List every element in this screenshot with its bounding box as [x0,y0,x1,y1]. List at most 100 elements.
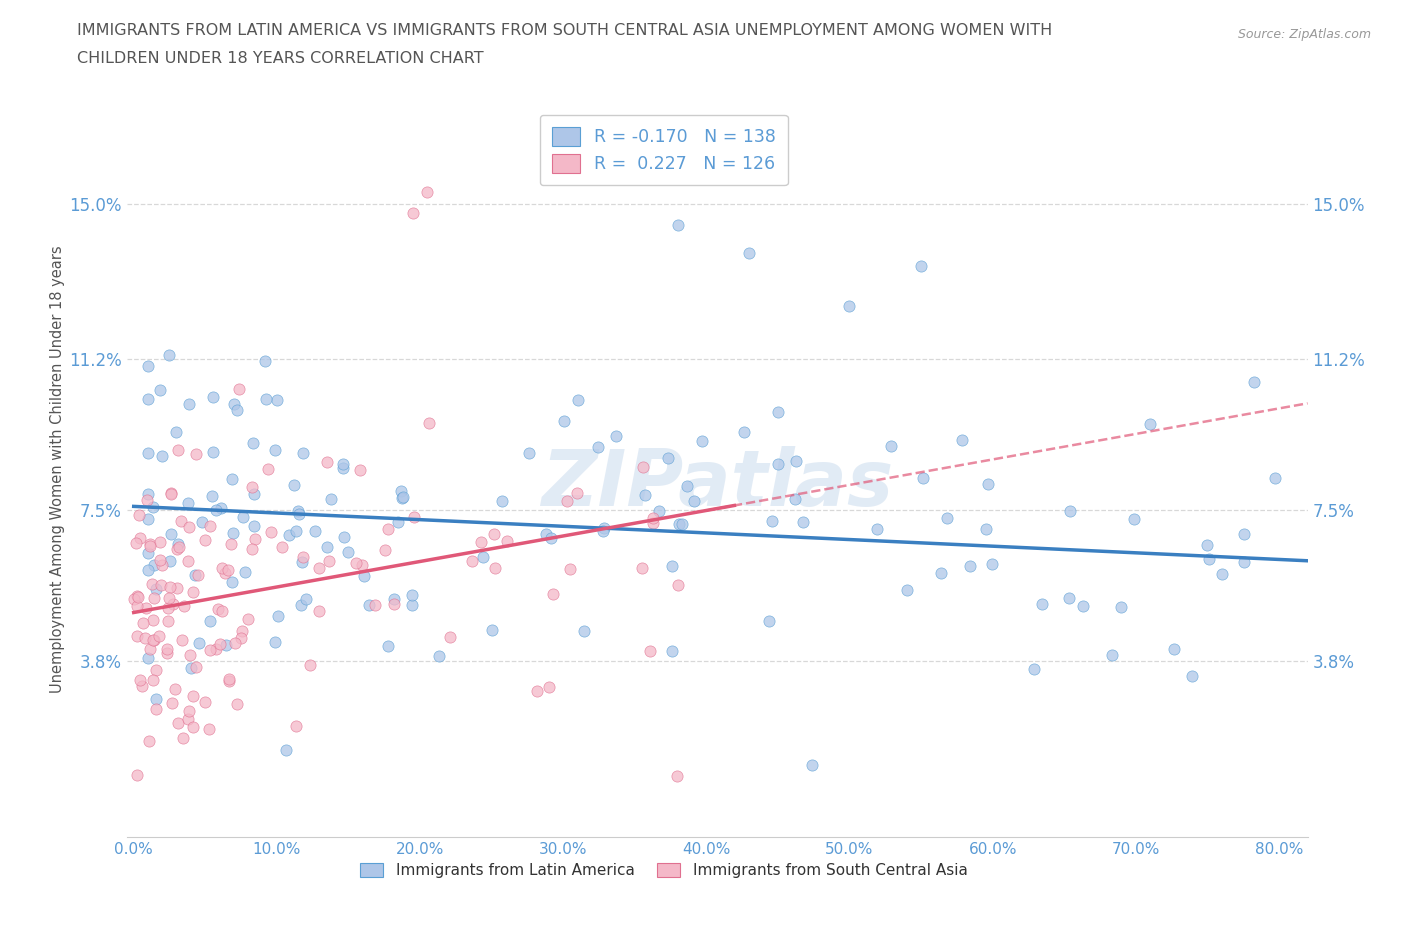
Point [291,445,314,460]
Point [198,722,221,737]
Point [491,494,513,509]
Point [1057,591,1080,605]
Point [308,561,330,576]
Point [142,499,165,514]
Point [167,716,190,731]
Point [170,632,193,647]
Point [880,438,903,453]
Point [666,218,689,232]
Point [558,562,581,577]
Point [472,549,495,564]
Point [215,637,238,652]
Point [1264,471,1286,485]
Point [517,445,540,460]
Point [401,587,423,602]
Point [145,662,167,677]
Point [211,561,233,576]
Point [416,185,439,200]
Point [671,517,693,532]
Point [167,537,190,551]
Point [392,490,415,505]
Point [207,602,229,617]
Point [631,460,654,475]
Point [470,535,492,550]
Point [574,624,596,639]
Point [141,672,163,687]
Point [641,515,664,530]
Point [283,477,305,492]
Point [177,704,200,719]
Point [911,471,934,485]
Point [271,540,294,555]
Point [540,531,562,546]
Point [332,460,354,475]
Point [391,490,413,505]
Point [481,623,503,638]
Point [460,554,482,569]
Point [181,720,204,735]
Point [690,433,713,448]
Point [184,659,207,674]
Point [165,682,187,697]
Point [427,649,450,664]
Point [266,392,288,407]
Point [641,511,664,525]
Point [138,734,160,749]
Point [534,526,557,541]
Point [661,558,683,573]
Point [1163,642,1185,657]
Point [128,530,150,545]
Point [219,537,242,551]
Point [666,578,689,592]
Point [593,521,616,536]
Point [150,448,173,463]
Point [291,550,314,565]
Point [1139,417,1161,432]
Point [218,671,240,686]
Point [290,598,312,613]
Y-axis label: Unemployment Among Women with Children Under 18 years: Unemployment Among Women with Children U… [51,246,65,694]
Point [256,461,278,476]
Point [201,389,224,404]
Point [364,598,387,613]
Point [201,488,224,503]
Point [418,416,440,431]
Point [318,554,340,569]
Point [132,616,155,631]
Point [526,684,548,698]
Point [977,477,1000,492]
Point [1109,600,1132,615]
Point [125,628,148,643]
Point [187,567,209,582]
Point [1031,596,1053,611]
Point [785,454,807,469]
Point [136,359,159,374]
Point [181,584,204,599]
Point [131,679,153,694]
Point [232,510,254,525]
Point [482,526,505,541]
Point [157,591,180,605]
Point [141,577,163,591]
Point [936,511,959,525]
Point [198,643,221,658]
Point [136,545,159,560]
Point [179,648,201,663]
Point [352,558,374,573]
Point [125,536,148,551]
Point [145,692,167,707]
Point [157,347,180,362]
Point [136,563,159,578]
Point [180,660,202,675]
Point [648,504,671,519]
Point [167,442,190,457]
Legend: Immigrants from Latin America, Immigrants from South Central Asia: Immigrants from Latin America, Immigrant… [354,857,973,884]
Point [160,527,183,542]
Point [253,353,276,368]
Point [142,612,165,627]
Point [165,424,187,439]
Point [402,206,425,220]
Point [1233,554,1256,569]
Point [236,612,259,627]
Point [149,382,172,397]
